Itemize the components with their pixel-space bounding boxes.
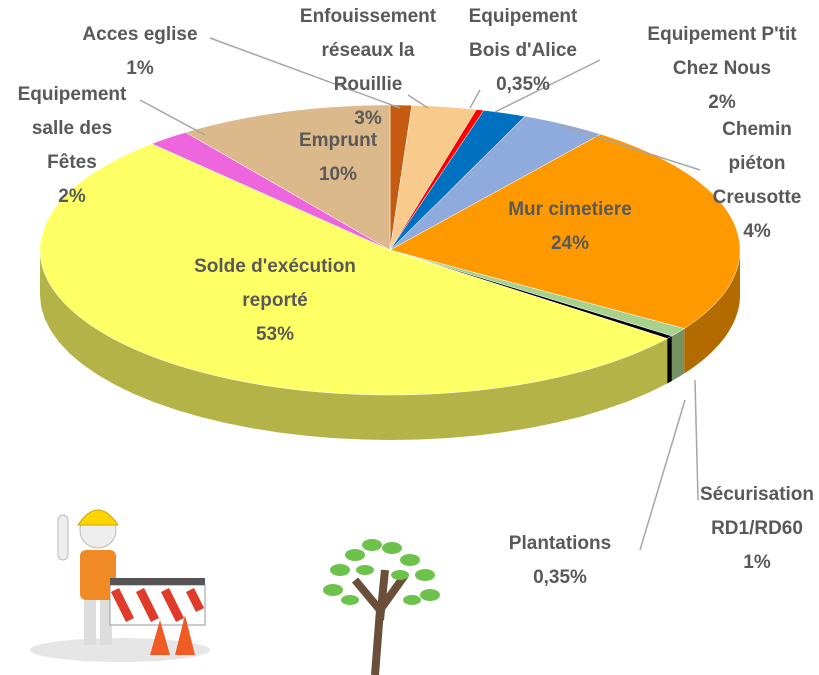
data-label: Emprunt 10% [268, 124, 408, 192]
value-label: 2% [58, 186, 86, 207]
data-label: Acces eglise 1% [55, 18, 225, 86]
pie-sides [40, 250, 740, 440]
category-label: Emprunt [298, 130, 378, 151]
pie-tops [39, 104, 741, 396]
data-label: Equipement Bois d'Alice 0,35% [448, 0, 598, 102]
value-label: 3% [354, 108, 382, 129]
worker-illustration [30, 509, 210, 662]
leader-line [694, 379, 699, 501]
leader-line [139, 99, 206, 136]
pie-slice [151, 132, 391, 251]
category-label: Solde d'exécution reporté [194, 256, 356, 311]
data-label: Chemin piéton Creusotte 4% [702, 113, 812, 249]
pie-slice [389, 105, 477, 251]
value-label: 53% [255, 324, 295, 345]
category-label: Chemin piéton Creusotte [712, 119, 802, 208]
category-label: Plantations [508, 533, 612, 554]
data-label: Plantations 0,35% [485, 527, 635, 595]
data-label: Solde d'exécution reporté 53% [190, 250, 360, 352]
leader-line [469, 89, 481, 109]
data-label: Mur cimetiere 24% [480, 193, 660, 261]
pie-slice [39, 143, 668, 396]
pie-slice [184, 104, 391, 251]
leader-line [559, 124, 701, 171]
category-label: Acces eglise [82, 24, 198, 45]
value-label: 10% [318, 164, 358, 185]
leader-line [209, 37, 401, 109]
category-label: Equipement Bois d'Alice [468, 6, 578, 61]
leader-line [494, 59, 601, 113]
pie-slice [389, 110, 526, 251]
pie-slice-side [40, 250, 668, 440]
pie-slice-side [684, 250, 740, 374]
leader-line [639, 399, 686, 551]
value-label: 24% [550, 233, 590, 254]
pie-slice [389, 115, 602, 251]
tree-illustration [323, 539, 440, 675]
value-label: 1% [126, 58, 154, 79]
data-label: Sécurisation RD1/RD60 1% [677, 478, 819, 580]
pie-slice-side [671, 328, 685, 381]
category-label: Mur cimetiere [508, 199, 632, 220]
pie-slice-side [667, 335, 672, 384]
category-label: Sécurisation RD1/RD60 [699, 484, 815, 539]
value-label: 1% [743, 552, 771, 573]
category-label: Enfouissement réseaux la Rouillie [299, 6, 437, 95]
value-label: 0,35% [496, 74, 550, 95]
data-label: Enfouissement réseaux la Rouillie 3% [286, 0, 451, 136]
value-label: 0,35% [533, 567, 587, 588]
data-label: Equipement P'tit Chez Nous 2% [627, 18, 817, 120]
leader-line [407, 94, 429, 109]
data-label: Equipement salle des Fêtes 2% [7, 78, 137, 214]
value-label: 4% [743, 221, 771, 242]
category-label: Equipement salle des Fêtes [17, 84, 127, 173]
category-label: Equipement P'tit Chez Nous [647, 24, 797, 79]
value-label: 2% [708, 92, 736, 113]
